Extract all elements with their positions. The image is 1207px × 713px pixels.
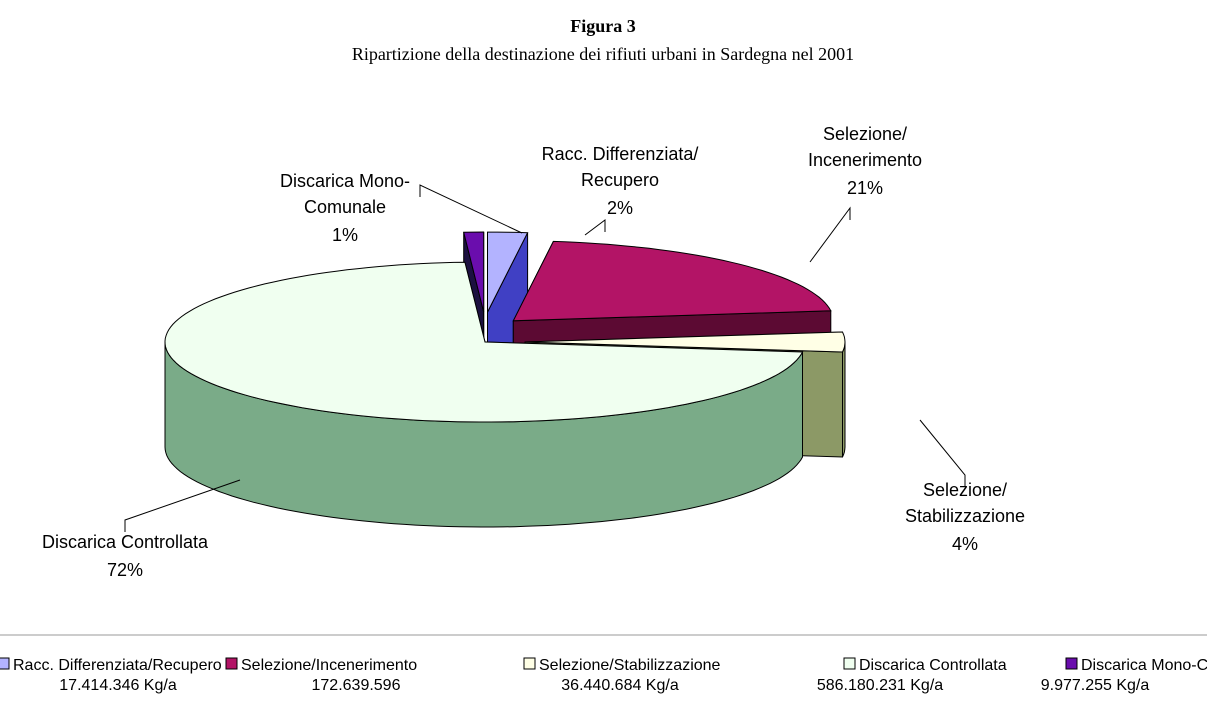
slice-top [164, 261, 804, 423]
legend-swatch [225, 657, 238, 670]
slice-label: Discarica Controllata [42, 532, 209, 552]
slice-top [463, 231, 485, 313]
slice-outer-wall [842, 341, 846, 458]
legend-amount: 9.977.255 Kg/a [1041, 677, 1150, 694]
slice-label: Discarica Mono-Comunale [280, 171, 410, 217]
legend-amount: 17.414.346 Kg/a [59, 677, 177, 694]
chart-title: Figura 3 [570, 16, 636, 36]
slice-label: Selezione/Stabilizzazione [905, 480, 1025, 526]
legend-label: Selezione/Incenerimento [241, 657, 417, 674]
slice-top [524, 331, 846, 353]
legend-label: Discarica Controllata [859, 657, 1007, 674]
legend-swatch [1065, 657, 1078, 670]
legend-swatch [0, 657, 10, 670]
leader-line [919, 419, 966, 487]
leader-line [419, 184, 523, 234]
legend-amount: 172.639.596 [312, 677, 401, 694]
slice-value-label: 2% [607, 198, 633, 218]
slice-label: Racc. Differenziata/Recupero [542, 144, 699, 190]
slice-value-label: 72% [107, 560, 143, 580]
legend-amount: 36.440.684 Kg/a [561, 677, 679, 694]
leader-line [584, 219, 606, 236]
legend-amount: 586.180.231 Kg/a [817, 677, 943, 694]
legend-swatch [523, 657, 536, 670]
legend-label: Racc. Differenziata/Recupero [13, 657, 222, 674]
legend-label: Discarica Mono-Comunale [1081, 657, 1207, 674]
slice-value-label: 21% [847, 178, 883, 198]
slice-value-label: 1% [332, 225, 358, 245]
slice-top [487, 231, 529, 313]
slice [164, 261, 804, 528]
leader-line [809, 206, 851, 263]
leader-line [124, 479, 241, 532]
legend-swatch [843, 657, 856, 670]
slice-value-label: 4% [952, 534, 978, 554]
legend-label: Selezione/Stabilizzazione [539, 657, 721, 674]
chart-subtitle: Ripartizione della destinazione dei rifi… [352, 44, 854, 64]
slice-label: Selezione/Incenerimento [808, 124, 922, 170]
slice-top [512, 240, 832, 322]
